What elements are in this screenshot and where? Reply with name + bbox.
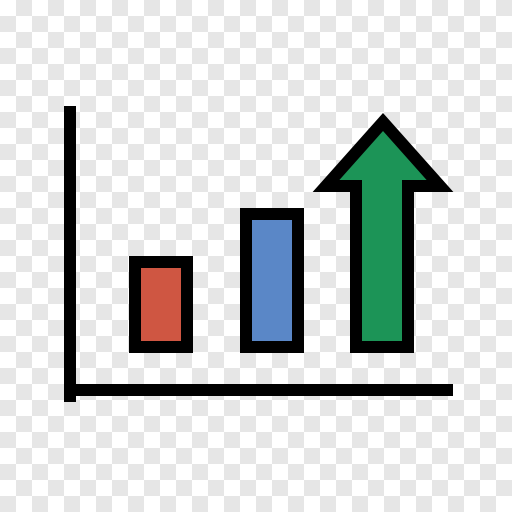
bar-medium: [240, 208, 304, 353]
chart-axes: [64, 106, 453, 402]
bar-small: [129, 256, 193, 353]
growth-arrow-icon: [312, 112, 454, 353]
